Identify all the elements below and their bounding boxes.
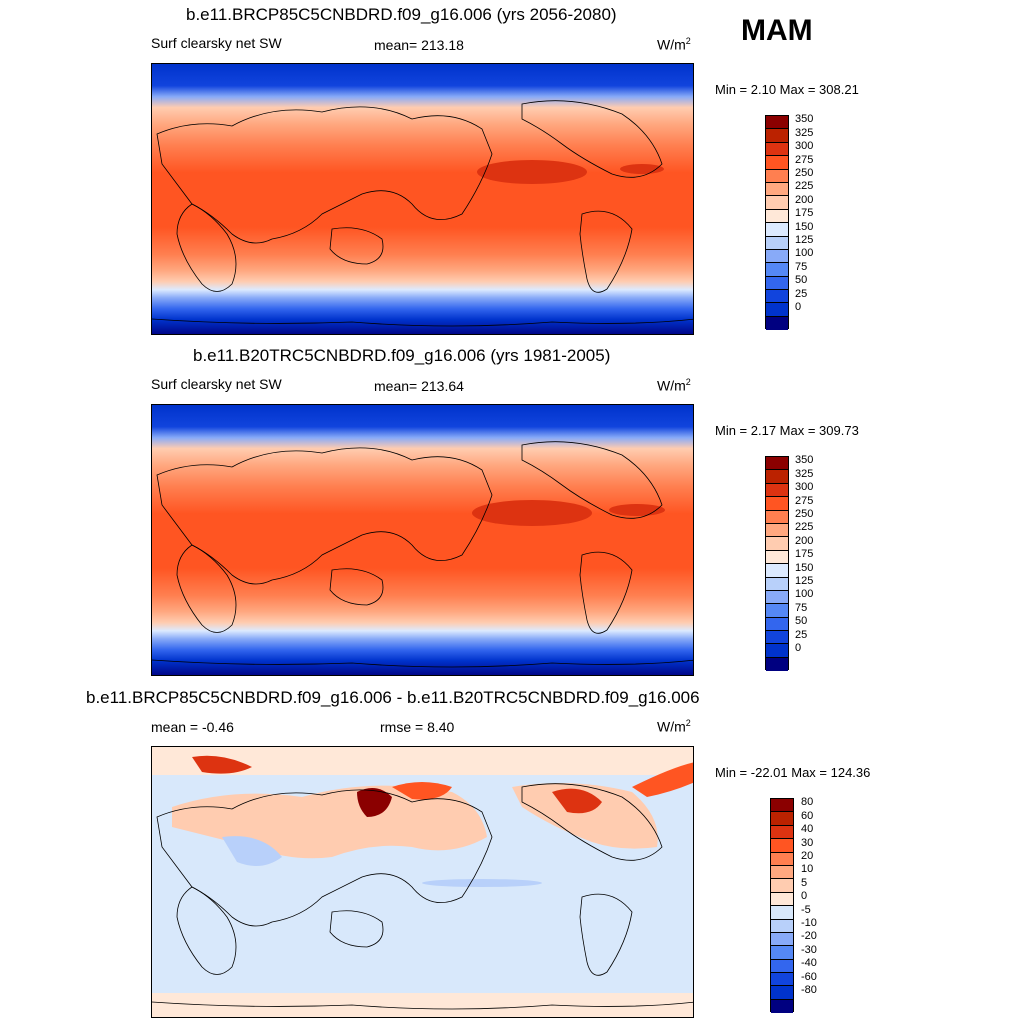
panel3-minmax: Min = -22.01 Max = 124.36 — [715, 765, 871, 780]
panel3-colorbar-tick-label: 60 — [801, 809, 814, 822]
panel3-coastlines — [152, 783, 693, 1010]
panel1-colorbar-tick-label: 250 — [795, 167, 814, 179]
panel1-max-region-2 — [620, 164, 664, 174]
panel3-colorbar-tick-label: -40 — [801, 957, 817, 970]
panel2-title: b.e11.B20TRC5CNBDRD.f09_g16.006 (yrs 198… — [193, 346, 611, 365]
panel3-colorbar-tick-label: 5 — [801, 876, 808, 889]
panel2-minmax: Min = 2.17 Max = 309.73 — [715, 423, 859, 438]
panel2-max-region — [472, 500, 592, 526]
panel3-colorbar-tick-label: -60 — [801, 970, 817, 983]
panel1-map — [151, 63, 694, 335]
panel2-variable-label: Surf clearsky net SW — [151, 376, 282, 392]
panel3-colorbar-tick-label: -10 — [801, 917, 817, 929]
panel1-colorbar — [765, 115, 789, 330]
panel1-colorbar-tick-label: 200 — [795, 193, 814, 206]
panel2-colorbar-tick-label: 25 — [795, 628, 808, 641]
season-label: MAM — [741, 14, 813, 47]
panel2-colorbar-tick-label: 350 — [795, 454, 814, 467]
panel2-colorbar-tick-label: 100 — [795, 588, 814, 601]
panel1-colorbar-tick-label: 300 — [795, 140, 814, 153]
panel3-hotspot-asia — [357, 788, 392, 817]
panel3-colorbar — [770, 798, 794, 1013]
panel1-mean-label: mean= 213.18 — [374, 37, 464, 53]
panel3-cooling-india — [222, 836, 282, 866]
panel3-colorbar-tick-label: 10 — [801, 863, 814, 876]
panel3-hotspot-europe — [192, 755, 252, 774]
panel1-colorbar-tick-label: 100 — [795, 247, 814, 260]
panel3-colorbar-tick-label: -80 — [801, 984, 817, 996]
panel1-minmax: Min = 2.10 Max = 308.21 — [715, 82, 859, 97]
panel2-colorbar-tick-label: 50 — [795, 615, 808, 628]
panel2-map — [151, 404, 694, 676]
panel3-units: W/m2 — [657, 718, 691, 735]
panel2-colorbar-tick-label: 125 — [795, 575, 814, 587]
panel3-colorbar-tick-label: 20 — [801, 850, 814, 862]
panel2-colorbar-tick-label: 150 — [795, 561, 814, 574]
panel1-colorbar-tick-label: 125 — [795, 234, 814, 246]
panel2-units: W/m2 — [657, 377, 691, 394]
panel3-colorbar-tick-label: 0 — [801, 890, 808, 903]
panel3-rmse-label: rmse = 8.40 — [380, 719, 455, 735]
panel3-colorbar-tick-label: -20 — [801, 930, 817, 943]
panel1-colorbar-tick-label: 0 — [795, 301, 802, 313]
panel1-colorbar-tick-label: 225 — [795, 180, 814, 193]
panel3-cooling-band — [422, 879, 542, 887]
panel3-hotspot-america — [552, 788, 602, 814]
panel2-colorbar-tick-label: 300 — [795, 481, 814, 494]
panel3-colorbar-tick-label: -30 — [801, 943, 817, 956]
panel2-colorbar-tick-label: 175 — [795, 548, 814, 561]
panel2-colorbar-tick-label: 0 — [795, 642, 802, 654]
panel3-title: b.e11.BRCP85C5CNBDRD.f09_g16.006 - b.e11… — [86, 688, 700, 707]
panel1-colorbar-tick-label: 50 — [795, 274, 808, 287]
panel2-colorbar-tick-label: 250 — [795, 508, 814, 520]
panel1-variable-label: Surf clearsky net SW — [151, 35, 282, 51]
panel3-hotspot-asia-2 — [392, 782, 452, 800]
panel3-hotspot-atlantic — [632, 762, 693, 797]
panel3-south-band — [152, 993, 693, 1017]
panel2-colorbar-tick-label: 275 — [795, 494, 814, 507]
panel1-colorbar-tick-label: 350 — [795, 113, 814, 126]
panel3-colorbar-tick-label: 30 — [801, 836, 814, 849]
panel2-colorbar-tick-label: 325 — [795, 467, 814, 480]
panel3-america-warming — [512, 783, 658, 849]
panel2-colorbar-tick-label: 225 — [795, 521, 814, 534]
panel2-coastlines — [152, 441, 693, 668]
panel1-max-region — [477, 160, 587, 184]
panel1-colorbar-tick-label: 25 — [795, 287, 808, 300]
panel3-colorbar-tick-label: 40 — [801, 823, 814, 836]
panel2-colorbar — [765, 456, 789, 671]
panel1-colorbar-tick-label: 325 — [795, 126, 814, 139]
panel3-colorbar-tick-label: -5 — [801, 903, 811, 916]
panel1-colorbar-tick-label: 75 — [795, 260, 808, 273]
panel1-coastlines — [152, 100, 693, 327]
panel1-units: W/m2 — [657, 36, 691, 53]
panel3-map — [151, 746, 694, 1018]
panel1-colorbar-tick-label: 275 — [795, 153, 814, 166]
panel3-colorbar-tick-label: 80 — [801, 796, 814, 809]
panel2-colorbar-tick-label: 200 — [795, 534, 814, 547]
panel2-colorbar-tick-label: 75 — [795, 601, 808, 614]
panel1-colorbar-tick-label: 150 — [795, 220, 814, 233]
panel3-mean-label: mean = -0.46 — [151, 719, 234, 735]
panel2-mean-label: mean= 213.64 — [374, 378, 464, 394]
panel1-colorbar-tick-label: 175 — [795, 207, 814, 220]
panel1-title: b.e11.BRCP85C5CNBDRD.f09_g16.006 (yrs 20… — [186, 5, 617, 24]
